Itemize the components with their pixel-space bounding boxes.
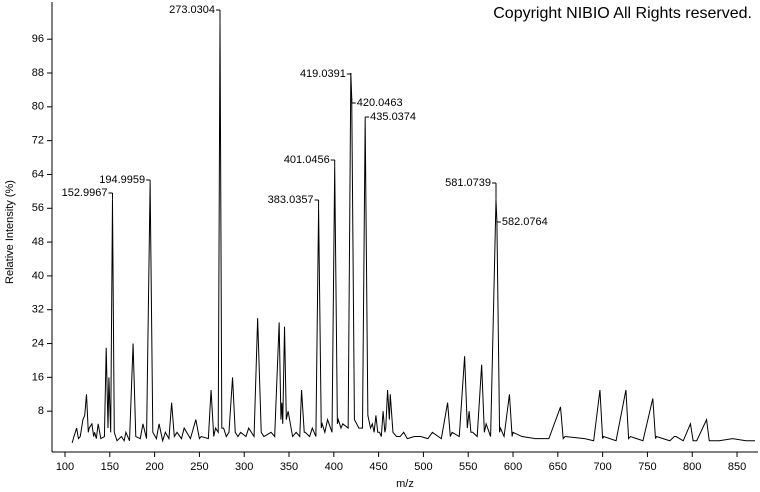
y-axis-label: Relative Intensity (%) — [4, 180, 16, 284]
y-tick-label: 48 — [32, 236, 44, 248]
peak-label: 273.0304 — [169, 4, 215, 16]
x-tick-label: 550 — [459, 461, 477, 473]
peak-label: 435.0374 — [370, 111, 416, 123]
x-tick-label: 700 — [593, 461, 611, 473]
y-tick-label: 88 — [32, 67, 44, 79]
peak-label: 152.9967 — [62, 187, 108, 199]
x-tick-label: 800 — [683, 461, 701, 473]
y-tick-label: 56 — [32, 202, 44, 214]
spectrum-line — [71, 22, 755, 444]
y-tick-label: 96 — [32, 33, 44, 45]
y-tick-label: 24 — [32, 337, 44, 349]
copyright: Copyright NIBIO All Rights reserved. — [493, 5, 752, 22]
x-tick-label: 200 — [145, 461, 163, 473]
y-tick-label: 16 — [32, 371, 44, 383]
y-tick-label: 80 — [32, 101, 44, 113]
x-tick-label: 250 — [190, 461, 208, 473]
x-tick-label: 750 — [638, 461, 656, 473]
peak-label: 582.0764 — [502, 216, 548, 228]
y-tick-label: 40 — [32, 270, 44, 282]
y-tick-label: 32 — [32, 304, 44, 316]
x-tick-label: 150 — [101, 461, 119, 473]
y-tick-label: 72 — [32, 135, 44, 147]
x-axis-label: m/z — [396, 478, 414, 490]
x-tick-label: 300 — [235, 461, 253, 473]
peak-label: 419.0391 — [300, 68, 346, 80]
y-tick-label: 8 — [38, 405, 44, 417]
x-tick-label: 400 — [325, 461, 343, 473]
peak-label: 194.9959 — [99, 174, 145, 186]
x-tick-label: 350 — [280, 461, 298, 473]
x-tick-label: 850 — [728, 461, 746, 473]
x-tick-label: 100 — [56, 461, 74, 473]
x-tick-label: 450 — [369, 461, 387, 473]
y-tick-label: 64 — [32, 168, 44, 180]
x-tick-label: 600 — [504, 461, 522, 473]
x-tick-label: 650 — [549, 461, 567, 473]
peak-label: 383.0357 — [268, 194, 314, 206]
x-tick-label: 500 — [414, 461, 432, 473]
peak-label: 401.0456 — [284, 154, 330, 166]
peak-label: 420.0463 — [357, 97, 403, 109]
peak-label: 581.0739 — [445, 177, 491, 189]
